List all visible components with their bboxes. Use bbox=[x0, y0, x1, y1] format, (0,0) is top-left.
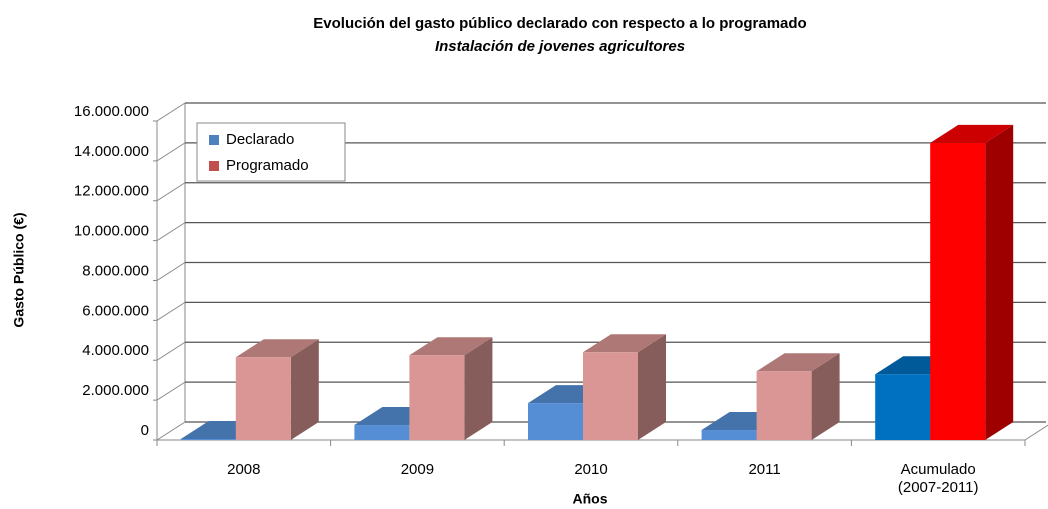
x-tick-label: 2011 bbox=[748, 461, 781, 478]
bar bbox=[583, 352, 638, 440]
bar-top bbox=[409, 337, 493, 356]
y-tick-label: 2.000.000 bbox=[82, 382, 149, 399]
y-tick-label: 16.000.000 bbox=[74, 103, 149, 120]
bar bbox=[409, 355, 465, 440]
grid-line-wall bbox=[156, 381, 186, 401]
y-tick-label: 14.000.000 bbox=[74, 143, 149, 160]
grid-line-wall bbox=[156, 222, 186, 242]
chart-subtitle: Instalación de jovenes agricultores bbox=[435, 38, 685, 55]
bar-top bbox=[756, 353, 840, 372]
legend-label: Declarado bbox=[226, 131, 294, 148]
bar-top bbox=[235, 339, 319, 358]
chart-title: Evolución del gasto público declarado co… bbox=[313, 15, 806, 32]
x-tick-label: 2010 bbox=[574, 461, 608, 478]
bar-side bbox=[464, 337, 493, 440]
bar bbox=[235, 357, 291, 440]
y-axis-label: Gasto Público (€) bbox=[11, 212, 27, 327]
y-tick-label: 4.000.000 bbox=[82, 342, 149, 359]
bar-side bbox=[290, 339, 319, 440]
grid-line-wall bbox=[156, 301, 186, 321]
bar-side bbox=[638, 334, 666, 440]
floor-right bbox=[1024, 424, 1048, 441]
bar-side bbox=[811, 353, 840, 440]
grid-line-wall bbox=[156, 341, 186, 361]
grid-line-wall bbox=[156, 182, 186, 202]
y-tick-label: 8.000.000 bbox=[82, 262, 149, 279]
grid-line-wall bbox=[156, 421, 186, 441]
bar bbox=[875, 374, 931, 440]
bar bbox=[930, 142, 986, 440]
bar-side bbox=[985, 124, 1014, 441]
y-tick-label: 10.000.000 bbox=[74, 223, 149, 240]
bar-top bbox=[583, 334, 666, 353]
x-tick-label: 2008 bbox=[227, 461, 261, 478]
y-tick-label: 12.000.000 bbox=[74, 183, 149, 200]
bar bbox=[528, 403, 583, 440]
y-tick-label: 0 bbox=[141, 422, 149, 439]
grid-line-wall bbox=[156, 142, 186, 162]
y-tick-label: 6.000.000 bbox=[82, 302, 149, 319]
bar bbox=[354, 425, 410, 440]
bar-top bbox=[930, 124, 1014, 143]
legend-label: Programado bbox=[226, 157, 309, 174]
bar bbox=[756, 371, 812, 440]
legend-box bbox=[196, 122, 346, 182]
x-axis-label: Años bbox=[573, 491, 608, 507]
x-tick-label: 2009 bbox=[400, 461, 435, 478]
grid-line-wall bbox=[156, 262, 186, 281]
x-tick-label: Acumulado (2007-2011) bbox=[897, 461, 979, 496]
grid-line-wall bbox=[156, 102, 186, 122]
legend-swatch bbox=[209, 135, 219, 145]
bar bbox=[701, 430, 757, 440]
legend-swatch bbox=[209, 161, 219, 171]
bar bbox=[180, 439, 236, 440]
